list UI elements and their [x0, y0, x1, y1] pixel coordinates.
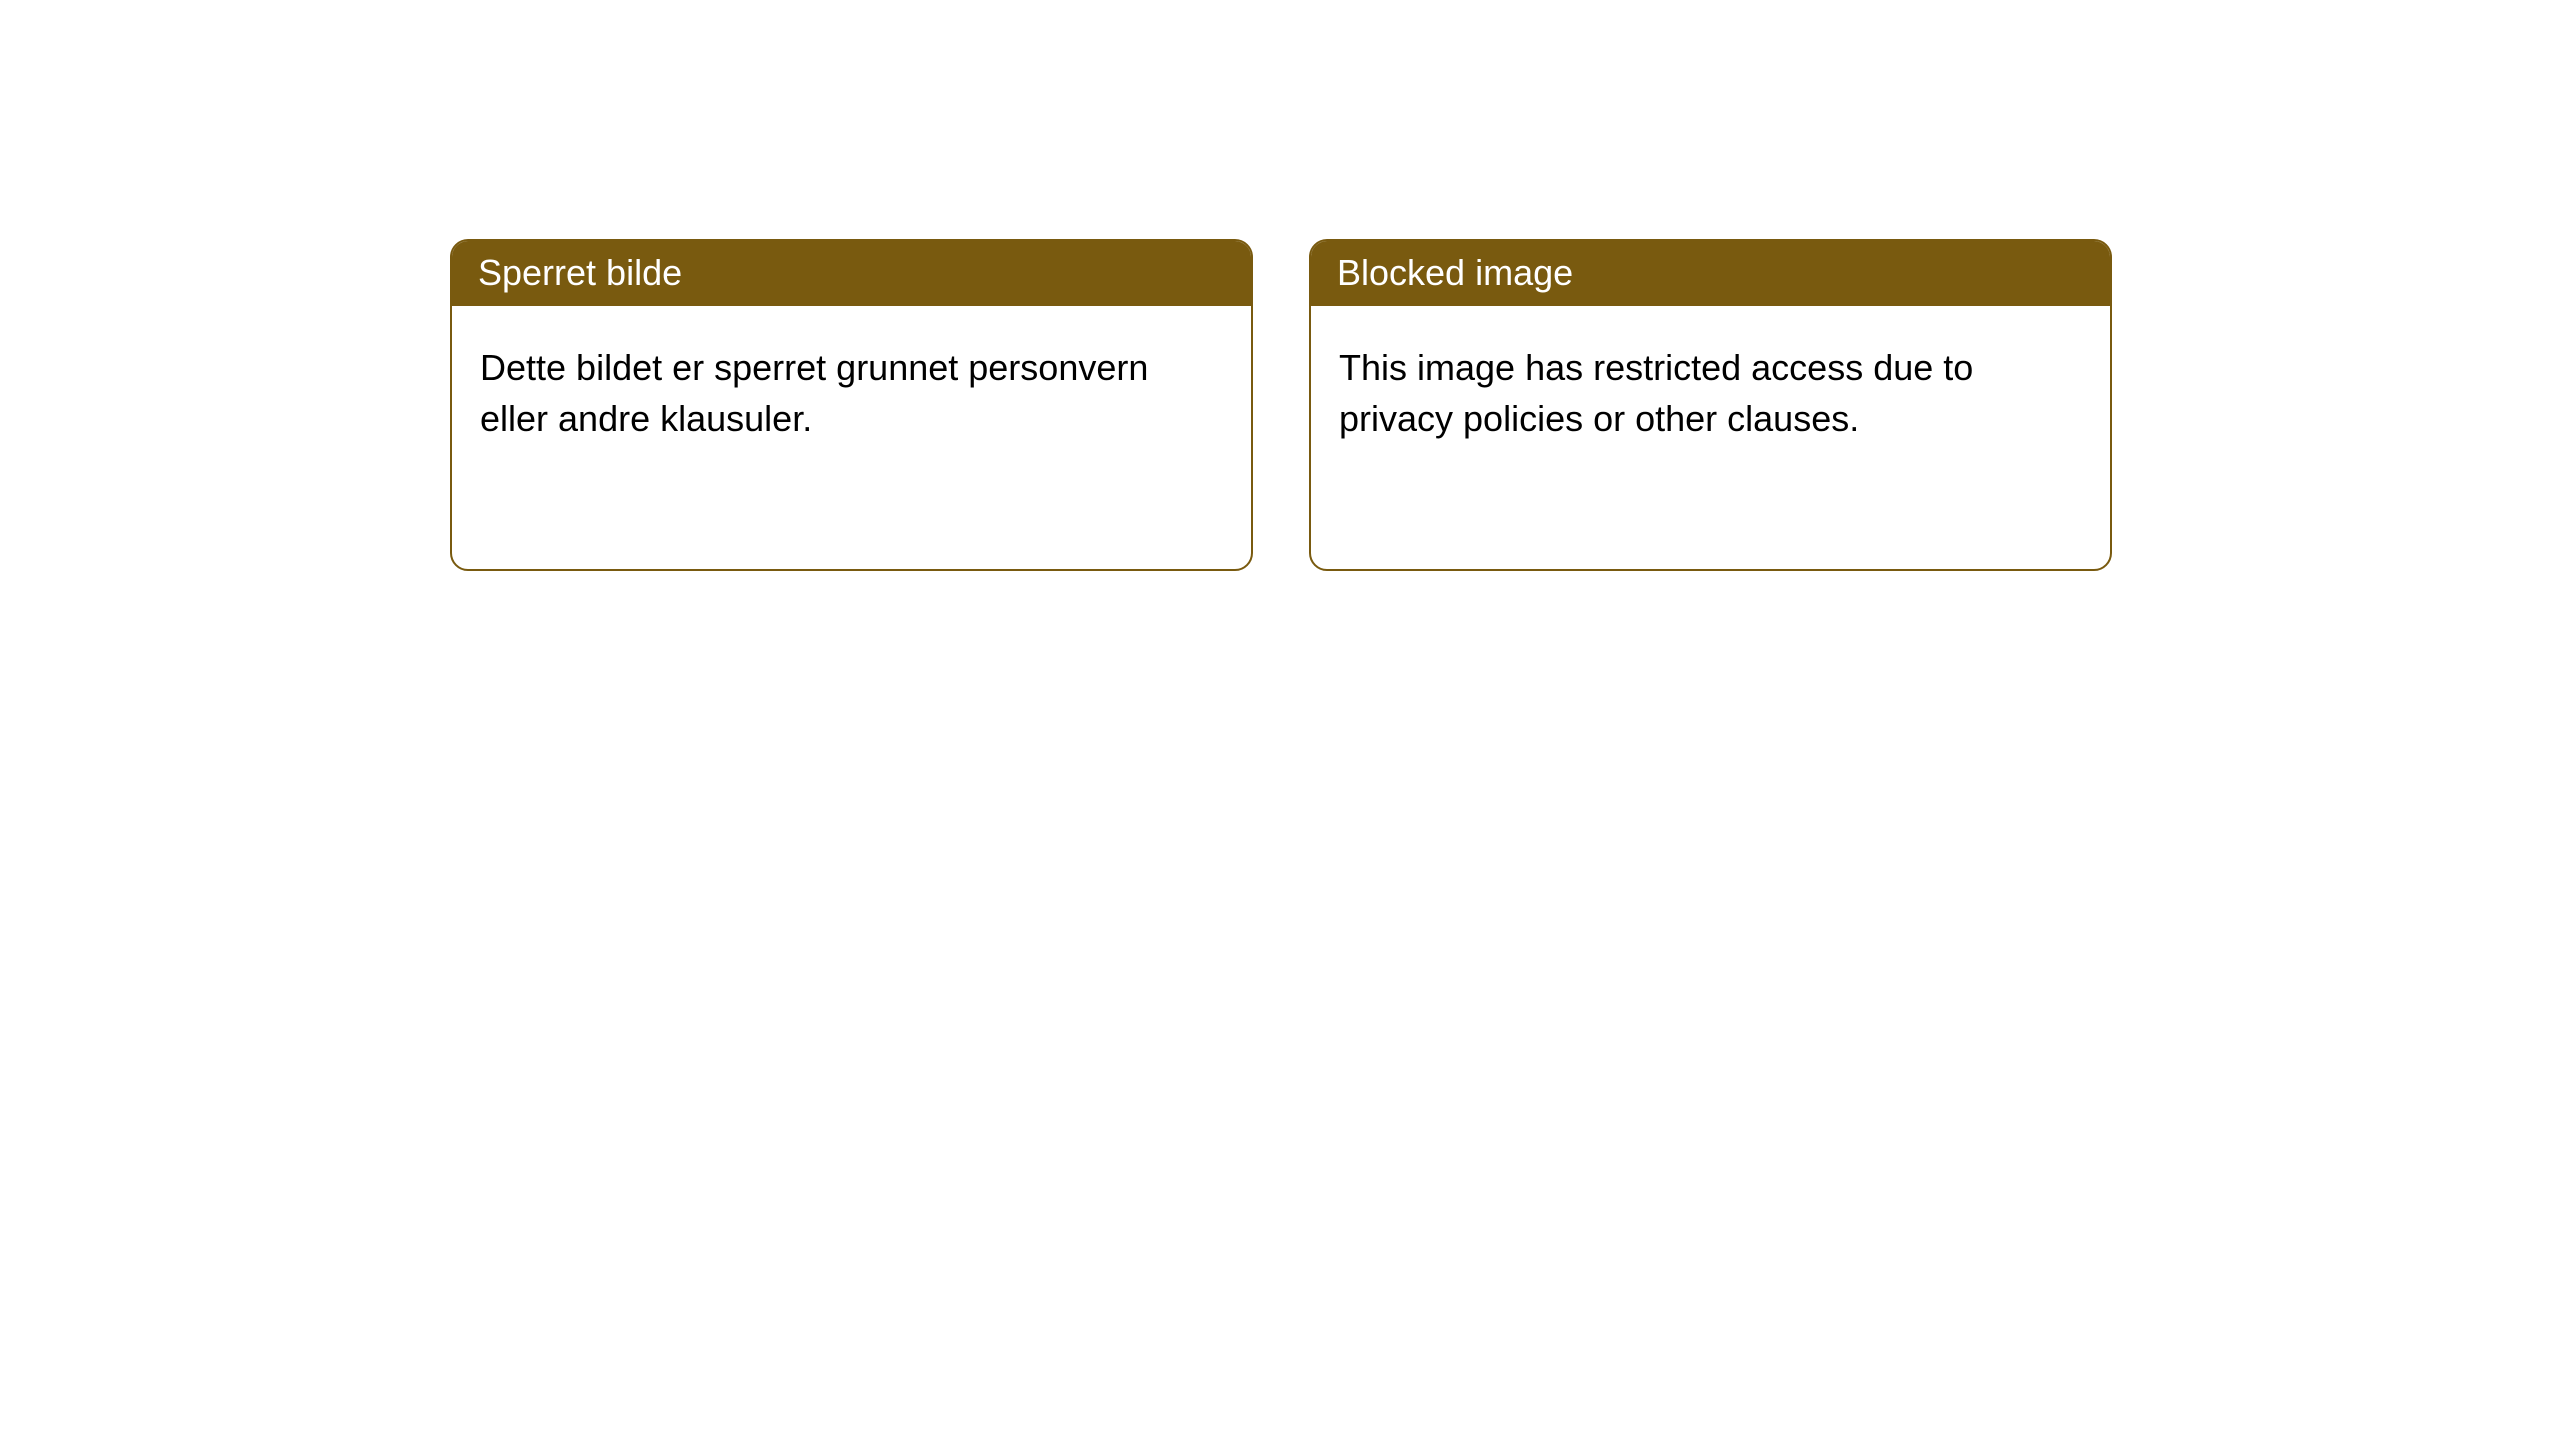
notice-body: This image has restricted access due to …	[1311, 306, 2110, 480]
notice-card-english: Blocked image This image has restricted …	[1309, 239, 2112, 571]
notice-header: Sperret bilde	[452, 241, 1251, 306]
notice-body: Dette bildet er sperret grunnet personve…	[452, 306, 1251, 480]
notice-header: Blocked image	[1311, 241, 2110, 306]
notice-card-norwegian: Sperret bilde Dette bildet er sperret gr…	[450, 239, 1253, 571]
notice-container: Sperret bilde Dette bildet er sperret gr…	[0, 0, 2560, 571]
